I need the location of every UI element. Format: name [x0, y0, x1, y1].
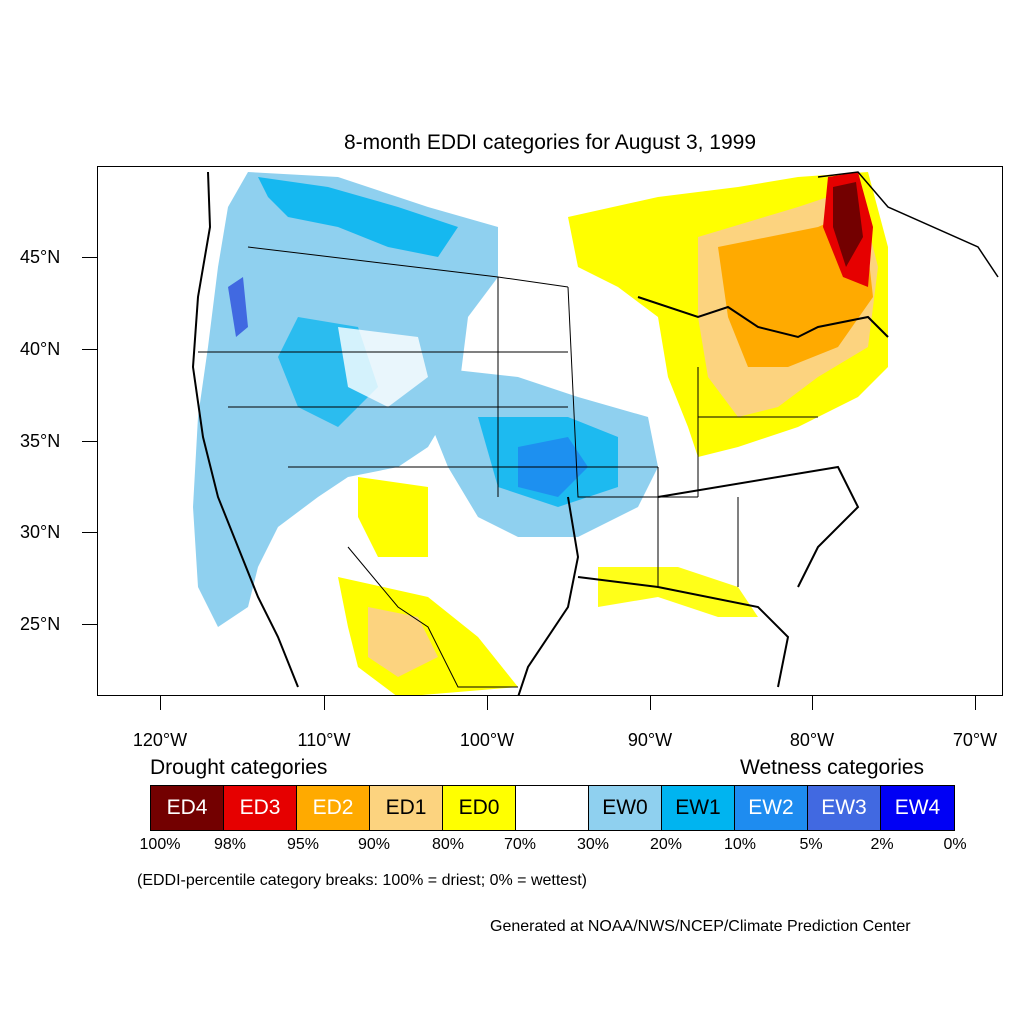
lat-label-25: 25°N: [20, 614, 61, 634]
lon-label-70w: 70°W: [952, 730, 998, 750]
category-break-note: (EDDI-percentile category breaks: 100% =…: [137, 872, 587, 889]
legend-cell-ed3: ED3: [224, 786, 297, 830]
map-panel: [97, 166, 1003, 696]
break-label: 70%: [503, 836, 537, 853]
lat-label-45: 45°N: [20, 247, 61, 267]
break-label: 80%: [431, 836, 465, 853]
lon-tick: [650, 696, 651, 710]
break-label: 10%: [723, 836, 757, 853]
lon-label-110w: 110°W: [297, 730, 351, 750]
map-title: 8-month EDDI categories for August 3, 19…: [343, 131, 757, 154]
legend-cell-ed4: ED4: [151, 786, 224, 830]
break-label: 0%: [943, 836, 967, 853]
lon-label-120w: 120°W: [132, 730, 188, 750]
lat-tick: [82, 257, 97, 258]
credit-line: Generated at NOAA/NWS/NCEP/Climate Predi…: [490, 918, 911, 935]
drought-heading: Drought categories: [150, 756, 328, 779]
lon-tick: [975, 696, 976, 710]
lon-label-80w: 80°W: [789, 730, 835, 750]
lat-tick: [82, 624, 97, 625]
legend-cell-ew2: EW2: [735, 786, 808, 830]
break-label: 30%: [576, 836, 610, 853]
lat-tick: [82, 441, 97, 442]
lon-tick: [487, 696, 488, 710]
lat-label-40: 40°N: [20, 339, 61, 359]
lon-tick: [812, 696, 813, 710]
eddi-map: [191, 171, 999, 695]
break-label: 98%: [213, 836, 247, 853]
lon-tick: [160, 696, 161, 710]
legend-cell-ed1: ED1: [370, 786, 443, 830]
lon-label-90w: 90°W: [627, 730, 673, 750]
legend-cell-ew3: EW3: [808, 786, 881, 830]
legend-cell-ed2: ED2: [297, 786, 370, 830]
wetness-heading: Wetness categories: [740, 756, 925, 779]
lon-label-100w: 100°W: [459, 730, 515, 750]
legend-cell-ew4: EW4: [881, 786, 954, 830]
break-label: 90%: [357, 836, 391, 853]
boundaries: [191, 171, 999, 695]
legend-cell-neutral: [516, 786, 589, 830]
lon-tick: [324, 696, 325, 710]
lat-label-30: 30°N: [20, 522, 61, 542]
break-label: 2%: [870, 836, 894, 853]
break-label: 100%: [139, 836, 181, 853]
legend-cell-ew0: EW0: [589, 786, 662, 830]
legend-cell-ew1: EW1: [662, 786, 735, 830]
legend-cell-ed0: ED0: [443, 786, 516, 830]
category-shading: [193, 172, 888, 695]
break-label: 20%: [649, 836, 683, 853]
category-legend: ED4 ED3 ED2 ED1 ED0 EW0 EW1 EW2 EW3 EW4: [150, 785, 955, 831]
lat-tick: [82, 349, 97, 350]
lat-label-35: 35°N: [20, 431, 61, 451]
break-label: 5%: [799, 836, 823, 853]
break-label: 95%: [286, 836, 320, 853]
lat-tick: [82, 532, 97, 533]
